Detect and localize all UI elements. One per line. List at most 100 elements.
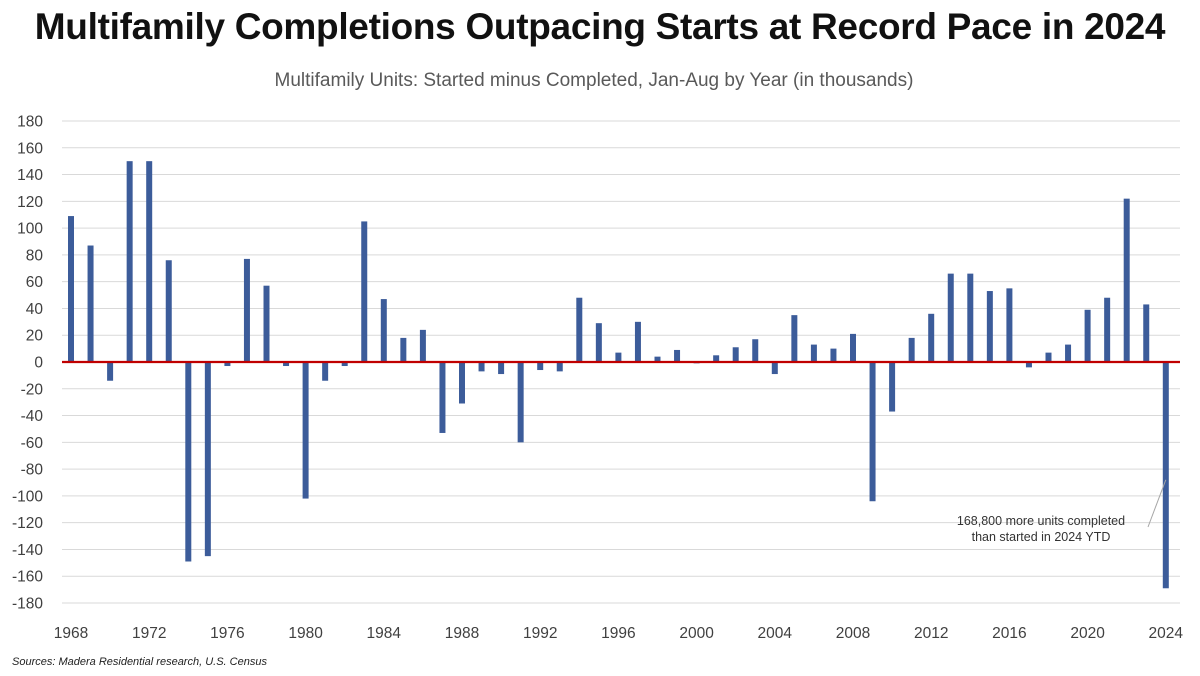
y-tick-label: -20	[21, 381, 44, 398]
annotation: 168,800 more units completed than started…	[957, 479, 1167, 544]
bar-1979	[283, 362, 290, 367]
x-tick-label: 1984	[367, 625, 402, 642]
bar-2013	[947, 273, 954, 362]
bar-1991	[517, 362, 524, 443]
x-tick-label: 2012	[914, 625, 948, 642]
chart-title: Multifamily Completions Outpacing Starts…	[34, 6, 1166, 47]
bar-2021	[1104, 297, 1111, 362]
annotation-text-line: than started in 2024 YTD	[972, 530, 1111, 544]
bar-1977	[243, 258, 250, 362]
x-tick-label: 1972	[132, 625, 166, 642]
bar-1974	[185, 362, 192, 562]
y-tick-label: -180	[12, 596, 43, 613]
bar-1985	[400, 337, 407, 362]
x-tick-label: 2024	[1149, 625, 1184, 642]
bar-1988	[459, 362, 465, 404]
x-tick-label: 1976	[210, 625, 244, 642]
y-tick-label: 40	[26, 301, 44, 318]
bar-2007	[830, 348, 837, 362]
y-tick-label: 20	[26, 328, 44, 345]
x-tick-label: 2016	[992, 625, 1026, 642]
x-axis-ticks: 1968 1972 1976 1980 1984 1988 1992 1996 2000 2004…	[54, 625, 1184, 642]
y-tick-label: -100	[12, 488, 43, 505]
x-tick-label: 2008	[836, 625, 870, 642]
bar-1984	[380, 299, 387, 362]
x-tick-label: 2000	[679, 625, 714, 642]
bar-1986	[419, 329, 426, 362]
bar-2019	[1065, 344, 1072, 362]
annotation-leader-line	[1147, 479, 1167, 528]
x-tick-label: 1980	[288, 625, 323, 642]
x-tick-label: 1992	[523, 625, 557, 642]
y-axis-ticks: 180 160 140 120 100 80 60 40 20 0 -20 -40 -60 -80 -100…	[12, 114, 43, 613]
bar-2022	[1123, 198, 1130, 362]
bar-2005	[791, 315, 798, 362]
y-tick-label: 60	[26, 274, 44, 291]
bar-1980	[302, 362, 309, 499]
bar-1968	[68, 216, 74, 362]
x-tick-label: 1996	[601, 625, 635, 642]
bar-1987	[439, 362, 446, 433]
bar-2004	[771, 362, 778, 375]
bars	[68, 161, 1169, 589]
y-tick-label: 0	[34, 355, 43, 372]
bar-1993	[556, 362, 563, 372]
x-tick-label: 1968	[54, 625, 88, 642]
bar-1990	[498, 362, 505, 375]
y-tick-label: 80	[26, 247, 44, 264]
bar-1994	[576, 297, 583, 362]
y-tick-label: 100	[17, 221, 43, 238]
bar-2015	[986, 291, 993, 362]
bar-2017	[1025, 362, 1032, 368]
y-tick-label: -60	[21, 435, 44, 452]
x-tick-label: 2004	[758, 625, 793, 642]
y-tick-label: -40	[21, 408, 44, 425]
bar-1971	[126, 161, 133, 362]
annotation-text-line: 168,800 more units completed	[957, 514, 1125, 528]
bar-2024	[1162, 362, 1169, 589]
y-tick-label: -140	[12, 542, 43, 559]
y-tick-label: 120	[17, 194, 43, 211]
bar-1996	[615, 352, 622, 362]
bar-2003	[752, 339, 759, 362]
y-tick-label: 140	[17, 167, 43, 184]
bar-2012	[928, 313, 935, 362]
bar-2020	[1084, 309, 1091, 362]
bar-2010	[889, 362, 896, 412]
bar-1983	[361, 221, 368, 362]
bar-2001	[713, 355, 720, 362]
bar-1999	[674, 349, 681, 362]
bar-1998	[654, 356, 661, 362]
bar-2023	[1143, 304, 1150, 362]
bar-1995	[595, 323, 602, 362]
chart-subtitle: Multifamily Units: Started minus Complet…	[274, 70, 914, 91]
bar-2006	[810, 344, 817, 362]
bar-2008	[850, 333, 856, 362]
x-tick-label: 1988	[445, 625, 479, 642]
bar-1976	[224, 362, 231, 367]
bar-1978	[263, 285, 270, 362]
y-tick-label: -80	[21, 462, 44, 479]
bar-2009	[869, 362, 876, 502]
bar-1975	[204, 362, 211, 557]
y-tick-label: -160	[12, 569, 43, 586]
bar-2018	[1045, 352, 1052, 362]
bar-1992	[537, 362, 544, 371]
bar-1970	[107, 362, 114, 381]
bar-1997	[634, 321, 641, 362]
bar-1969	[87, 245, 94, 362]
bar-1972	[146, 161, 153, 362]
y-tick-label: -120	[12, 515, 43, 532]
bar-1973	[165, 260, 172, 362]
bar-2011	[908, 337, 915, 362]
bar-2016	[1006, 288, 1013, 362]
bar-1982	[341, 362, 348, 367]
y-tick-label: 160	[17, 140, 43, 157]
bar-1989	[478, 362, 485, 372]
x-tick-label: 2020	[1070, 625, 1105, 642]
bar-2014	[967, 273, 974, 362]
bar-2002	[732, 347, 739, 362]
source-note: Sources: Madera Residential research, U.…	[12, 656, 267, 668]
y-tick-label: 180	[17, 114, 43, 131]
